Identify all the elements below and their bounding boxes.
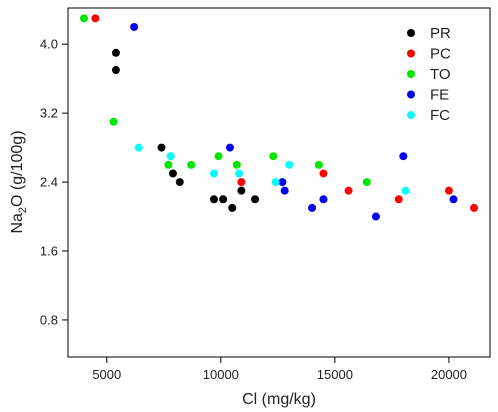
data-point-to [79,14,88,23]
y-axis-title-main: Na [9,213,26,234]
legend-marker-pc [407,49,415,58]
data-point-pr [237,186,246,195]
data-point-fe [308,203,317,212]
data-point-fe [399,152,408,161]
data-point-pr [111,66,120,75]
data-point-to [109,117,118,126]
data-point-fe [449,195,458,204]
data-point-fe [130,22,139,31]
y-axis-title: Na2O (g/100g) [9,130,29,233]
data-point-pc [91,14,100,23]
y-axis-title-subscript: 2 [17,207,29,213]
data-point-fc [285,160,294,169]
x-tick-label: 20000 [431,367,467,382]
data-point-pc [237,178,246,187]
legend-marker-fc [407,111,415,119]
data-point-pc [444,186,453,195]
y-tick-label: 2.4 [40,175,58,190]
data-point-to [269,152,278,161]
legend-label-to: TO [430,66,451,83]
data-point-pr [175,178,184,187]
y-tick-label: 0.8 [40,312,58,327]
x-tick-label: 15000 [317,367,353,382]
data-point-pc [394,195,403,204]
data-point-to [232,160,241,169]
x-axis-title: Cl (mg/kg) [242,391,316,408]
data-point-pr [157,143,166,152]
x-tick-label: 10000 [203,367,239,382]
legend-marker-to [407,70,415,78]
data-point-to [362,178,371,187]
data-point-fe [280,186,289,195]
legend-label-fc: FC [430,107,450,124]
y-axis-ticks: 0.8 1.6 2.4 3.2 4.0 [40,37,68,327]
data-point-to [164,160,173,169]
data-point-pr [228,203,237,212]
data-point-pc [470,203,479,212]
y-tick-label: 4.0 [40,37,58,52]
data-point-fc [134,143,143,152]
data-point-pr [209,195,218,204]
data-point-pr [168,169,177,178]
data-point-pr [251,195,260,204]
legend-label-pc: PC [430,46,451,63]
data-point-pc [319,169,328,178]
legend: PR PC TO FE FC [407,25,451,124]
data-point-pr [111,48,120,57]
data-point-to [314,160,323,169]
data-point-fc [235,169,244,178]
data-point-fc [166,152,175,161]
data-point-fe [371,212,380,221]
y-tick-label: 1.6 [40,244,58,259]
x-tick-label: 5000 [92,367,121,382]
legend-label-pr: PR [430,25,451,42]
data-point-to [187,160,196,169]
data-point-pr [219,195,228,204]
data-point-fc [209,169,218,178]
y-tick-label: 3.2 [40,106,58,121]
data-point-fc [271,178,280,187]
y-axis-title-rest: O (g/100g) [9,130,26,206]
data-point-pc [344,186,353,195]
data-point-fe [278,178,287,187]
data-point-fe [225,143,234,152]
data-point-fc [401,186,410,195]
data-point-fe [319,195,328,204]
data-point-to [214,152,223,161]
legend-label-fe: FE [430,87,449,104]
legend-marker-pr [407,29,415,37]
legend-marker-fe [407,90,415,99]
x-axis-ticks: 5000 10000 15000 20000 [92,357,467,382]
data-points [79,14,479,221]
